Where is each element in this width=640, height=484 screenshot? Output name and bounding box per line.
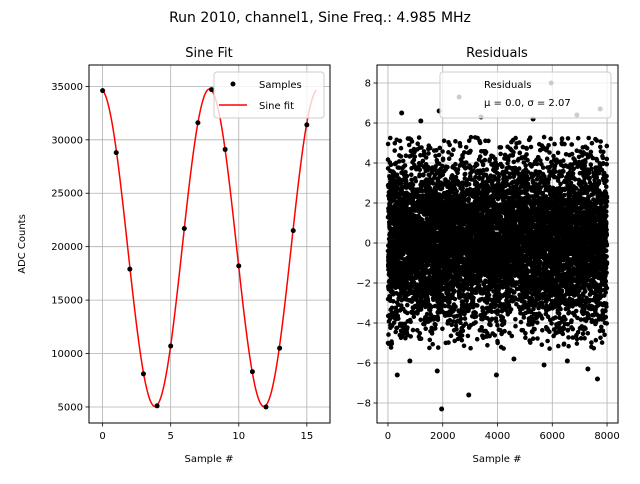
- sample-point: [154, 403, 160, 409]
- y-tick-label: 8: [365, 79, 371, 90]
- legend-sine-fit-label: Sine fit: [259, 101, 294, 112]
- sine-fit-plot-area: [100, 87, 317, 410]
- legend-samples-marker: [230, 81, 236, 87]
- residual-outlier-point: [466, 392, 472, 398]
- residual-outlier-point: [434, 368, 440, 374]
- sine-fit-axes-frame: [88, 64, 331, 424]
- residual-outlier-point: [493, 372, 499, 378]
- residual-outlier-point: [394, 372, 400, 378]
- y-tick-label: 30000: [51, 135, 83, 146]
- sample-point: [100, 88, 106, 94]
- sine-fit-xlabel: Sample #: [184, 454, 233, 465]
- residual-outlier-point: [407, 358, 413, 364]
- residuals-legend: Residuals μ = 0.0, σ = 2.07: [439, 71, 612, 119]
- residuals-panel: Residuals 0 2000 4000 6000 8000 −8 −6 −4 −2 0 2 4 6 8…: [356, 46, 620, 465]
- sample-point: [277, 345, 283, 351]
- residual-outlier-point: [585, 366, 591, 372]
- sample-point: [127, 266, 133, 272]
- residual-outlier-point: [439, 406, 445, 412]
- residual-outlier-point: [594, 376, 600, 382]
- x-tick-label: 0: [385, 431, 391, 442]
- y-tick-label: 2: [365, 199, 371, 210]
- x-tick-label: 10: [232, 431, 245, 442]
- sample-point: [181, 226, 187, 232]
- residual-outlier-point: [564, 358, 570, 364]
- sine-fit-grid: [89, 65, 330, 423]
- sample-point: [222, 146, 228, 152]
- x-tick-label: 4000: [485, 431, 510, 442]
- y-tick-label: −8: [356, 399, 371, 410]
- x-tick-label: 5: [168, 431, 174, 442]
- y-tick-label: 0: [365, 239, 371, 250]
- sample-point: [209, 87, 215, 93]
- residual-outlier-point: [511, 356, 517, 362]
- sine-fit-legend: Samples Sine fit: [213, 71, 325, 119]
- residual-outlier-point: [541, 362, 547, 368]
- residuals-title: Residuals: [466, 46, 528, 61]
- x-tick-label: 8000: [594, 431, 619, 442]
- sine-fit-title: Sine Fit: [185, 46, 232, 61]
- legend-samples-label: Samples: [259, 80, 302, 91]
- legend-residuals-label: Residuals: [484, 80, 531, 91]
- y-tick-label: 10000: [51, 349, 83, 360]
- sine-fit-ticks: 0 5 10 15 5000 10000 15000 20000 25000 30000 35000: [51, 82, 313, 442]
- x-tick-label: 0: [99, 431, 105, 442]
- legend-residuals-stats: μ = 0.0, σ = 2.07: [484, 98, 571, 109]
- residual-outlier-point: [399, 110, 405, 116]
- y-tick-label: 4: [365, 159, 371, 170]
- residual-outlier-point: [418, 118, 424, 124]
- sample-point: [113, 150, 119, 156]
- sample-point: [195, 120, 201, 126]
- residuals-ticks: 0 2000 4000 6000 8000 −8 −6 −4 −2 0 2 4 6 8: [356, 79, 620, 443]
- sine-fit-panel: Sine Fit 0 5 10 15 5000 10000 15000 20000 25000 3…: [17, 46, 331, 465]
- sample-point: [168, 343, 174, 349]
- y-tick-label: 6: [365, 119, 371, 130]
- sine-fit-ylabel: ADC Counts: [17, 214, 28, 274]
- sample-point: [249, 369, 255, 375]
- residual-points: [385, 134, 610, 351]
- y-tick-label: 35000: [51, 82, 83, 93]
- y-tick-label: 20000: [51, 242, 83, 253]
- sample-point: [140, 371, 146, 377]
- residuals-xlabel: Sample #: [472, 454, 521, 465]
- y-tick-label: −4: [356, 319, 371, 330]
- sample-point: [263, 404, 269, 410]
- x-tick-label: 15: [300, 431, 313, 442]
- y-tick-label: 15000: [51, 296, 83, 307]
- y-tick-label: −6: [356, 359, 371, 370]
- sample-point: [236, 263, 242, 269]
- figure-suptitle: Run 2010, channel1, Sine Freq.: 4.985 MH…: [169, 10, 471, 26]
- x-tick-label: 2000: [430, 431, 455, 442]
- y-tick-label: −2: [356, 279, 371, 290]
- y-tick-label: 5000: [58, 402, 83, 413]
- y-tick-label: 25000: [51, 189, 83, 200]
- sine-fit-legend-box: [213, 71, 325, 119]
- sample-point: [290, 228, 296, 234]
- x-tick-label: 6000: [540, 431, 565, 442]
- residuals-legend-box: [439, 71, 612, 119]
- sample-point: [304, 122, 310, 128]
